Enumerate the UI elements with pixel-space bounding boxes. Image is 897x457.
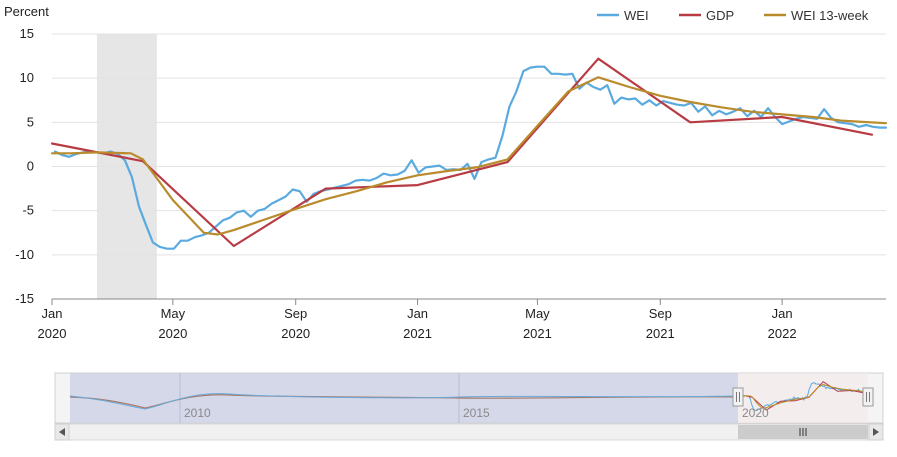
- series-layer: [50, 57, 888, 250]
- x-tick-label-month: Jan: [772, 306, 793, 321]
- navigator-history-line-wei: [69, 393, 739, 410]
- navigator-tick-2015: 2015: [463, 406, 490, 420]
- x-tick-label-year: 2021: [646, 326, 675, 341]
- y-tick-label: 15: [20, 26, 34, 41]
- y-axis: 15 10 5 0 -5 -10 -15: [15, 26, 34, 306]
- x-tick-label-month: May: [161, 306, 186, 321]
- x-tick-label-year: 2020: [38, 326, 67, 341]
- y-tick-label: 0: [27, 159, 34, 174]
- legend-label: WEI 13-week: [791, 8, 869, 23]
- y-tick-label: -15: [15, 291, 34, 306]
- y-tick-label: -10: [15, 247, 34, 262]
- navigator-line-gdp: [737, 381, 866, 411]
- x-tick-label-month: Jan: [407, 306, 428, 321]
- x-tick-label-year: 2020: [158, 326, 187, 341]
- y-tick-label: 10: [20, 70, 34, 85]
- navigator-series: [69, 381, 869, 411]
- arrow-left-icon: [59, 428, 65, 436]
- series-line-wei[interactable]: [53, 65, 888, 250]
- legend[interactable]: WEI GDP WEI 13-week: [597, 8, 869, 23]
- series-line-gdp[interactable]: [50, 57, 874, 248]
- x-axis[interactable]: Jan 2020 May 2020 Sep 2020 Jan 2021 May 2021 Sep 20…: [38, 299, 797, 341]
- legend-label: GDP: [706, 8, 734, 23]
- x-tick-label-month: May: [525, 306, 550, 321]
- x-tick-label-year: 2021: [403, 326, 432, 341]
- navigator-line-wei-13-week: [738, 383, 869, 409]
- scroll-left-button[interactable]: [54, 423, 70, 441]
- scroll-right-button[interactable]: [868, 423, 884, 441]
- x-tick-label-year: 2022: [768, 326, 797, 341]
- y-axis-label: Percent: [4, 4, 49, 19]
- scrollbar-grip-icon: [799, 428, 807, 436]
- navigator[interactable]: 2010 2015 2020: [54, 372, 884, 424]
- x-tick-label-year: 2020: [281, 326, 310, 341]
- x-tick-label-year: 2021: [523, 326, 552, 341]
- arrow-right-icon: [873, 428, 879, 436]
- navigator-handle-left[interactable]: [732, 387, 744, 407]
- navigator-tick-2010: 2010: [184, 406, 211, 420]
- legend-label: WEI: [624, 8, 649, 23]
- legend-item-wei[interactable]: WEI: [597, 8, 649, 23]
- x-tick-label-month: Jan: [42, 306, 63, 321]
- series-line-wei-13-week[interactable]: [50, 76, 888, 236]
- legend-item-gdp[interactable]: GDP: [679, 8, 734, 23]
- y-tick-label: 5: [27, 114, 34, 129]
- y-tick-label: -5: [22, 203, 34, 218]
- x-tick-label-month: Sep: [649, 306, 672, 321]
- navigator-handle-right[interactable]: [862, 387, 874, 407]
- x-tick-label-month: Sep: [284, 306, 307, 321]
- legend-item-wei-13-week[interactable]: WEI 13-week: [764, 8, 869, 23]
- scrollbar[interactable]: [54, 423, 884, 441]
- plot-area: 15 10 5 0 -5 -10 -15 Jan 2020 May 2020 Sep 2020 Jan 2…: [15, 26, 888, 341]
- navigator-tick-2020: 2020: [742, 406, 769, 420]
